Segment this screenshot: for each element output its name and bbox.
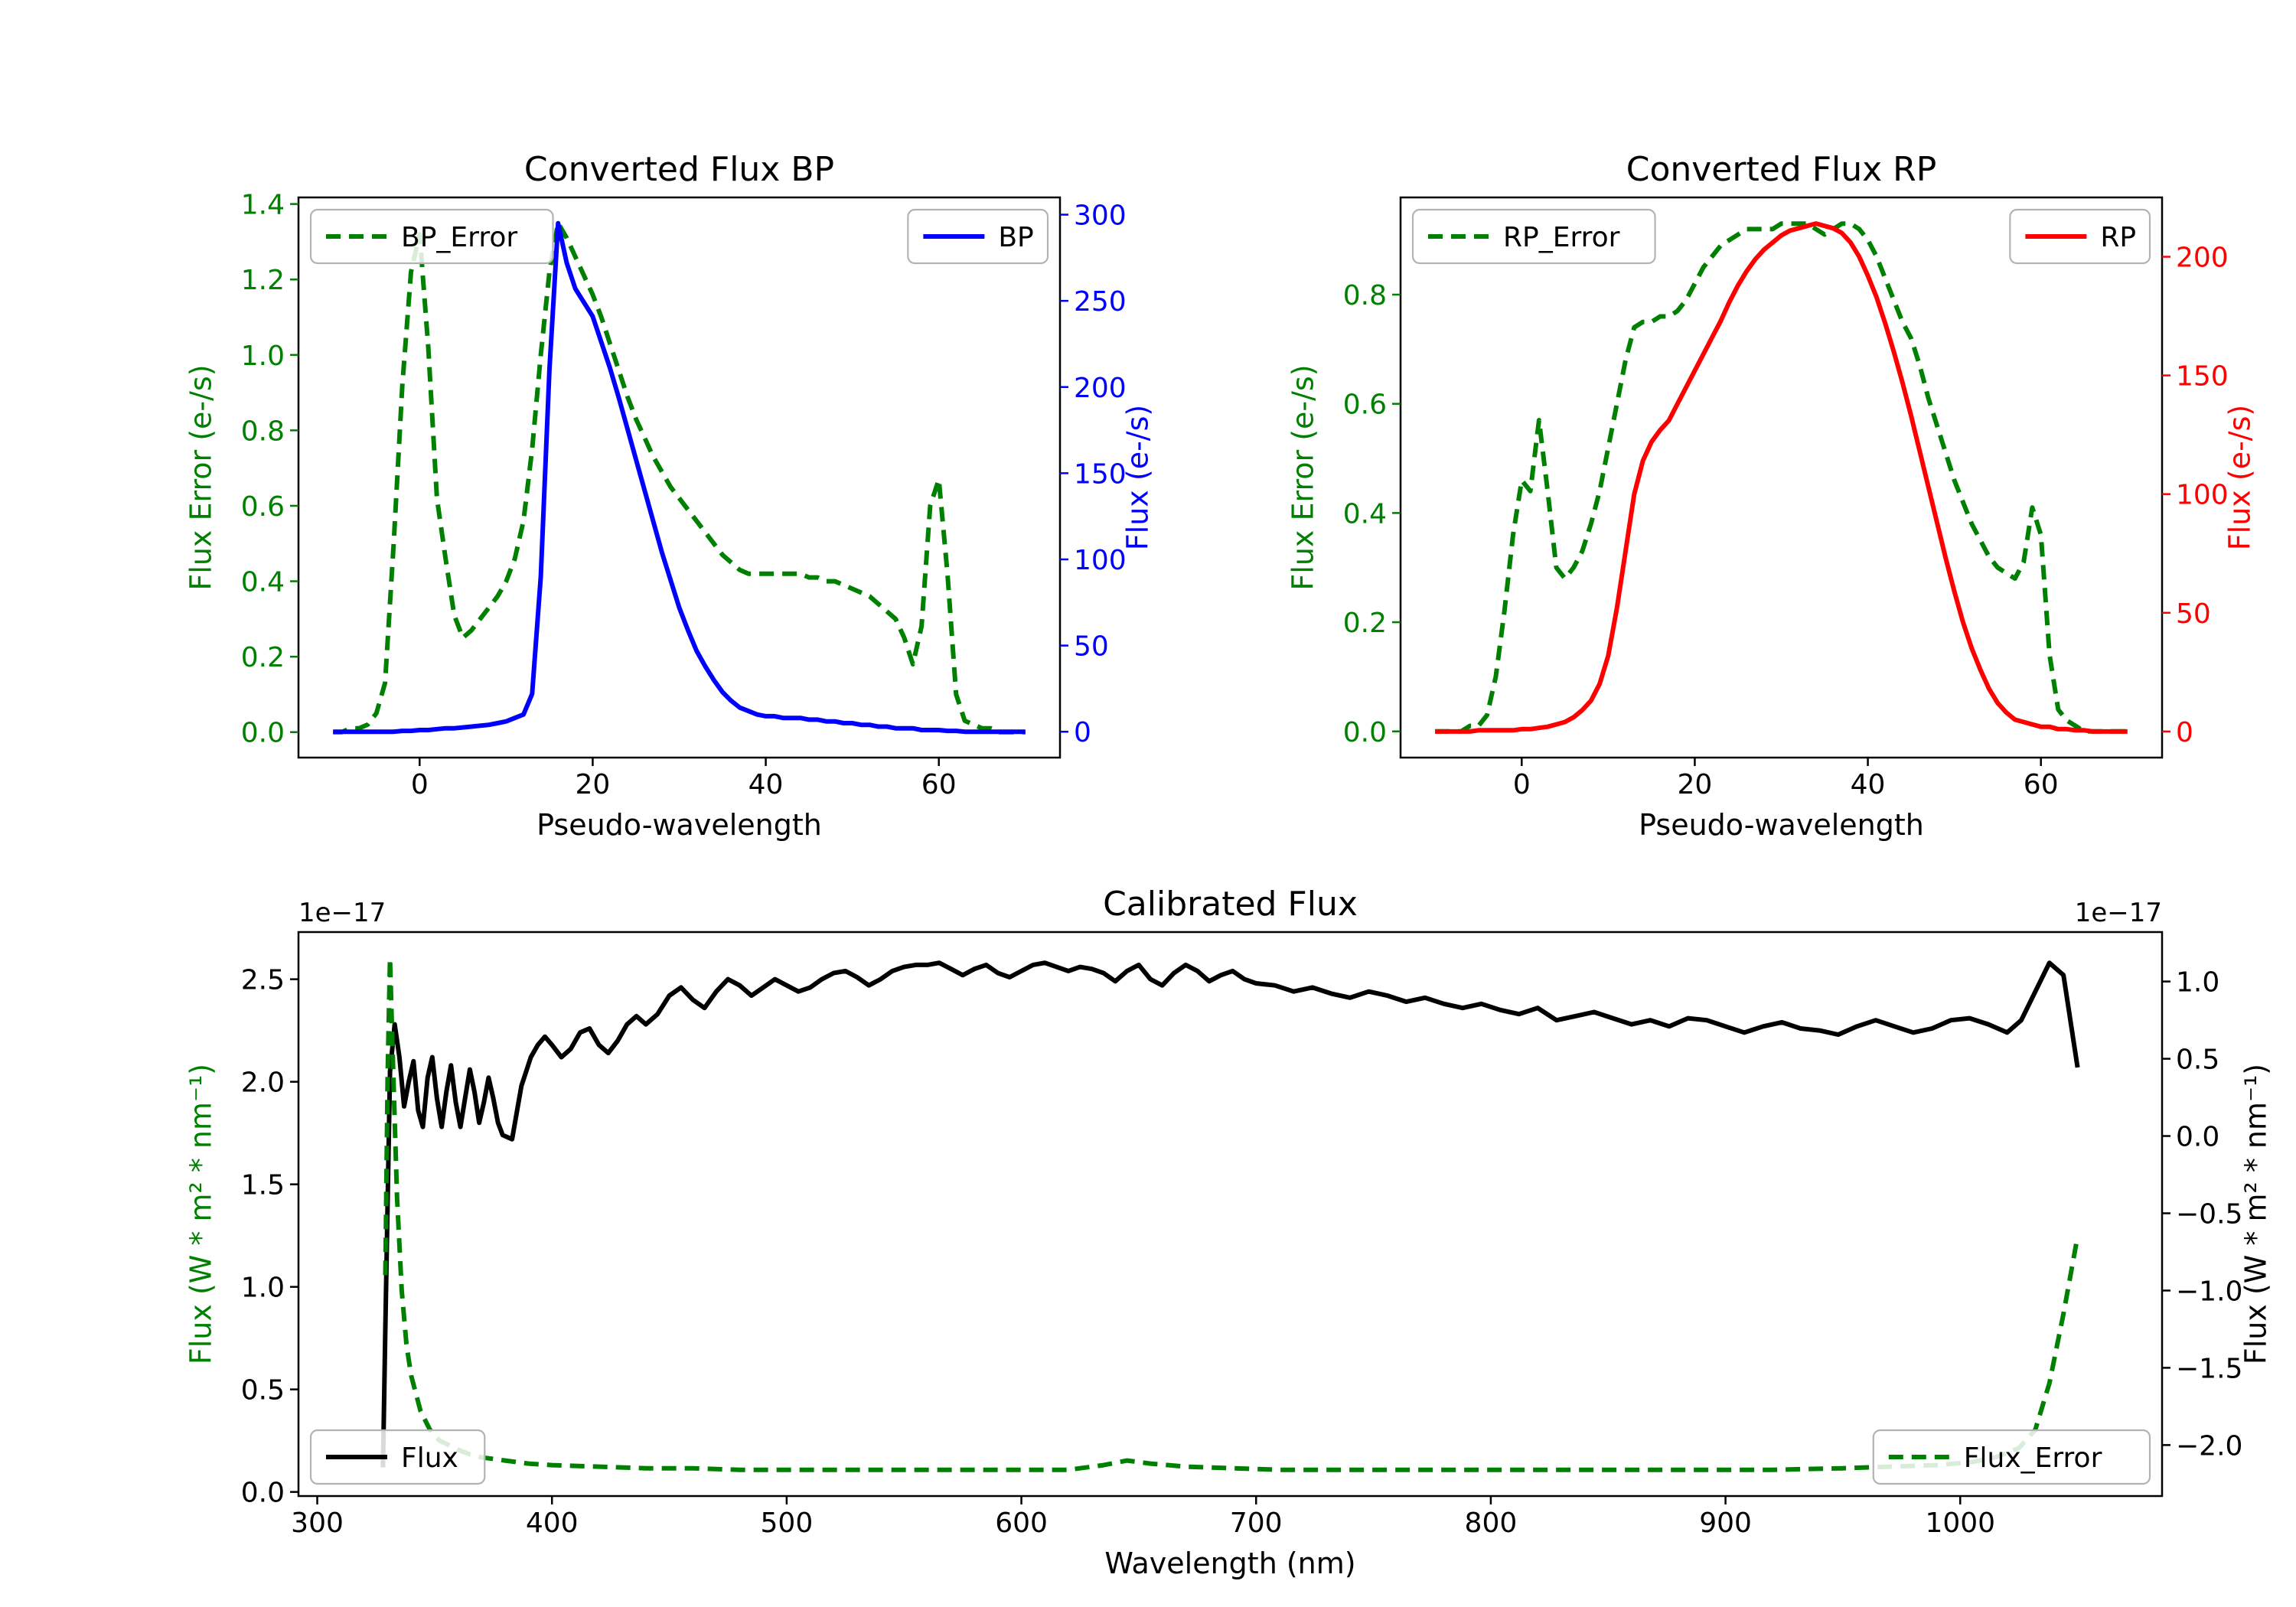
calibrated-right-offset-text: 1e−17 bbox=[2075, 898, 2162, 928]
bp-series-bp_error-line bbox=[333, 220, 1026, 735]
calibrated-series-flux-line bbox=[380, 960, 2080, 1468]
rp-legend-rp: RP bbox=[2009, 208, 2151, 265]
bp-right-tick-label: 200 bbox=[1074, 373, 1127, 404]
bp-axes-frame bbox=[297, 196, 1062, 759]
calibrated-right-axis-label: Flux (W * m² * nm⁻¹) bbox=[2239, 1064, 2273, 1364]
calibrated-legend-frame bbox=[1872, 1429, 2151, 1485]
calibrated-left-tick-label: 1.5 bbox=[241, 1170, 285, 1201]
calibrated-right-tick-label: 0.0 bbox=[2176, 1122, 2219, 1153]
calibrated-series-flux_error-line bbox=[383, 956, 2080, 1472]
calibrated-legend-flux_error: Flux_Error bbox=[1872, 1429, 2151, 1485]
calibrated-right-tick-label: −1.0 bbox=[2176, 1276, 2242, 1307]
bp-left-tick-label: 1.2 bbox=[241, 265, 285, 296]
bp-right-tick-label: 100 bbox=[1074, 545, 1127, 576]
rp-left-tick-label: 0.6 bbox=[1343, 390, 1387, 421]
rp-left-tick-label: 0.0 bbox=[1343, 717, 1387, 748]
calibrated-right-tick-label: −1.5 bbox=[2176, 1353, 2242, 1384]
bp-x-tick-label: 20 bbox=[576, 769, 611, 800]
calibrated-subplot: 300 400 500 600 700 800 900 1000 Wavelength (nm)… bbox=[184, 885, 2272, 1580]
rp-legend-label: RP bbox=[2100, 222, 2136, 253]
rp-legend-frame bbox=[1411, 208, 1656, 265]
bp-legend-bp: BP bbox=[907, 208, 1049, 265]
bp-x-tick-label: 60 bbox=[921, 769, 957, 800]
bp-legend-frame bbox=[309, 208, 554, 265]
bp-left-tick-label: 1.0 bbox=[241, 341, 285, 372]
rp-x-tick-label: 60 bbox=[2024, 769, 2059, 800]
rp-x-tick-label: 20 bbox=[1678, 769, 1713, 800]
rp-legend-rp_error: RP_Error bbox=[1411, 208, 1656, 265]
rp-x-tick-label: 0 bbox=[1513, 769, 1531, 800]
rp-x-axis-label: Pseudo-wavelength bbox=[1639, 808, 1924, 842]
rp-left-tick-label: 0.4 bbox=[1343, 498, 1387, 530]
calibrated-x-tick-label: 500 bbox=[761, 1508, 814, 1539]
calibrated-left-tick-label: 0.0 bbox=[241, 1478, 285, 1509]
rp-subplot: 0 20 40 60 Pseudo-wavelength 0.0 0.2 0.4 0.6 0.8 F… bbox=[1286, 150, 2256, 842]
calibrated-left-tick-label: 2.0 bbox=[241, 1068, 285, 1099]
calibrated-left-offset-text: 1e−17 bbox=[298, 898, 386, 928]
calibrated-legend-frame bbox=[309, 1429, 486, 1485]
calibrated-right-tick-label: 0.5 bbox=[2176, 1045, 2219, 1076]
bp-left-axis-label: Flux Error (e-/s) bbox=[184, 364, 217, 590]
bp-left-tick-label: 0.2 bbox=[241, 642, 285, 673]
rp-x-tick-label: 40 bbox=[1851, 769, 1886, 800]
bp-series-bp-line bbox=[333, 220, 1026, 735]
bp-right-tick-label: 250 bbox=[1074, 286, 1127, 318]
calibrated-legend-label: Flux bbox=[401, 1442, 458, 1474]
calibrated-x-axis-label: Wavelength (nm) bbox=[1104, 1547, 1355, 1580]
calibrated-legend-flux: Flux bbox=[309, 1429, 486, 1485]
bp-left-tick-label: 0.8 bbox=[241, 416, 285, 447]
bp-left-tick-label: 1.4 bbox=[241, 190, 285, 221]
bp-right-tick-label: 300 bbox=[1074, 200, 1127, 232]
rp-series-rp-line bbox=[1435, 221, 2128, 734]
calibrated-x-tick-label: 600 bbox=[995, 1508, 1048, 1539]
bp-right-axis-label: Flux (e-/s) bbox=[1121, 405, 1155, 550]
rp-legend-label: RP_Error bbox=[1503, 222, 1620, 253]
calibrated-x-tick-label: 400 bbox=[526, 1508, 579, 1539]
calibrated-legend-label: Flux_Error bbox=[1964, 1442, 2102, 1474]
rp-right-tick-label: 50 bbox=[2176, 598, 2211, 630]
calibrated-right-tick-label: 1.0 bbox=[2176, 967, 2219, 999]
calibrated-right-tick-label: −2.0 bbox=[2176, 1430, 2242, 1462]
rp-right-tick-label: 100 bbox=[2176, 480, 2229, 511]
calibrated-x-tick-label: 300 bbox=[291, 1508, 344, 1539]
calibrated-left-tick-label: 0.5 bbox=[241, 1375, 285, 1407]
bp-title: Converted Flux BP bbox=[524, 150, 834, 189]
bp-subplot: 0 20 40 60 Pseudo-wavelength 0.0 0.2 0.4 0.6 0.8 1… bbox=[184, 150, 1154, 842]
bp-legend-label: BP_Error bbox=[401, 222, 517, 253]
bp-legend-bp_error: BP_Error bbox=[309, 208, 554, 265]
calibrated-x-tick-label: 700 bbox=[1230, 1508, 1283, 1539]
calibrated-left-axis-label: Flux (W * m² * nm⁻¹) bbox=[184, 1064, 217, 1364]
calibrated-right-tick-label: −0.5 bbox=[2176, 1198, 2242, 1230]
bp-left-tick-label: 0.4 bbox=[241, 567, 285, 598]
calibrated-x-tick-label: 900 bbox=[1699, 1508, 1752, 1539]
bp-right-tick-label: 0 bbox=[1074, 717, 1091, 748]
rp-right-tick-label: 200 bbox=[2176, 243, 2229, 274]
bp-x-tick-label: 0 bbox=[411, 769, 429, 800]
bp-left-tick-label: 0.0 bbox=[241, 718, 285, 749]
bp-x-tick-label: 40 bbox=[748, 769, 784, 800]
bp-legend-label: BP bbox=[998, 222, 1033, 253]
rp-right-tick-label: 150 bbox=[2176, 361, 2229, 393]
calibrated-title: Calibrated Flux bbox=[1103, 885, 1358, 924]
rp-right-axis-label: Flux (e-/s) bbox=[2223, 405, 2257, 550]
calibrated-x-tick-label: 1000 bbox=[1925, 1508, 1995, 1539]
rp-left-axis-label: Flux Error (e-/s) bbox=[1286, 364, 1319, 590]
calibrated-left-tick-label: 1.0 bbox=[241, 1273, 285, 1304]
calibrated-axes-frame bbox=[297, 931, 2164, 1498]
bp-x-axis-label: Pseudo-wavelength bbox=[536, 808, 822, 842]
calibrated-x-tick-label: 800 bbox=[1465, 1508, 1518, 1539]
rp-right-tick-label: 0 bbox=[2176, 717, 2193, 748]
bp-right-tick-label: 50 bbox=[1074, 631, 1109, 663]
rp-left-tick-label: 0.8 bbox=[1343, 280, 1387, 311]
rp-axes-frame bbox=[1399, 196, 2164, 759]
bp-right-tick-label: 150 bbox=[1074, 458, 1127, 490]
rp-title: Converted Flux RP bbox=[1626, 150, 1937, 189]
bp-left-tick-label: 0.6 bbox=[241, 491, 285, 523]
rp-series-rp_error-line bbox=[1435, 221, 2128, 734]
calibrated-left-tick-label: 2.5 bbox=[241, 965, 285, 996]
rp-left-tick-label: 0.2 bbox=[1343, 608, 1387, 639]
